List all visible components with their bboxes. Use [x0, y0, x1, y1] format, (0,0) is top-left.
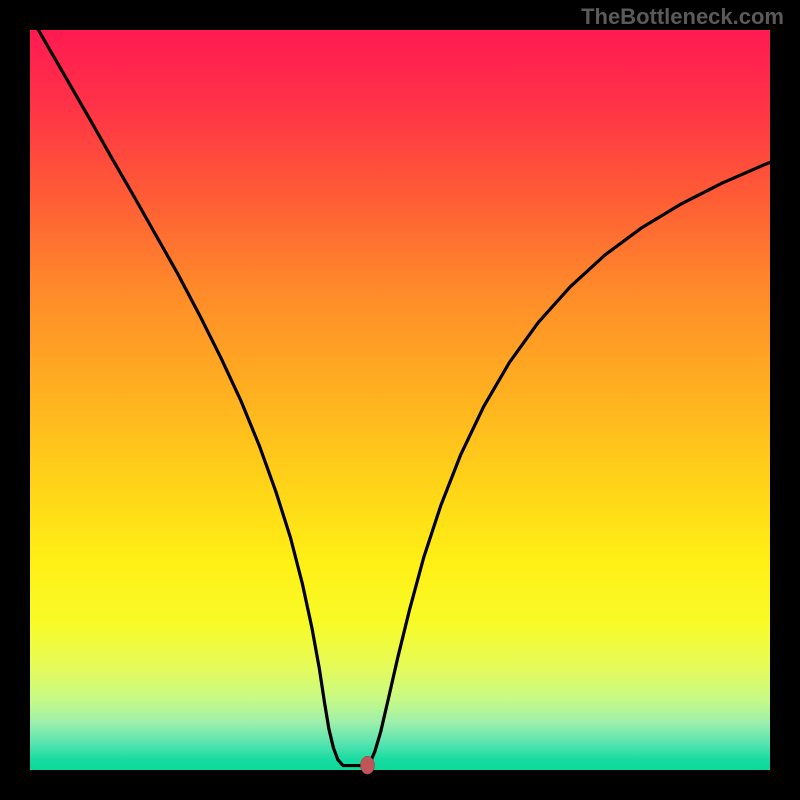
minimum-marker: [360, 756, 374, 774]
chart-frame: TheBottleneck.com: [0, 0, 800, 800]
gradient-background: [30, 30, 770, 770]
watermark-text: TheBottleneck.com: [581, 4, 784, 30]
chart-svg: [0, 0, 800, 800]
